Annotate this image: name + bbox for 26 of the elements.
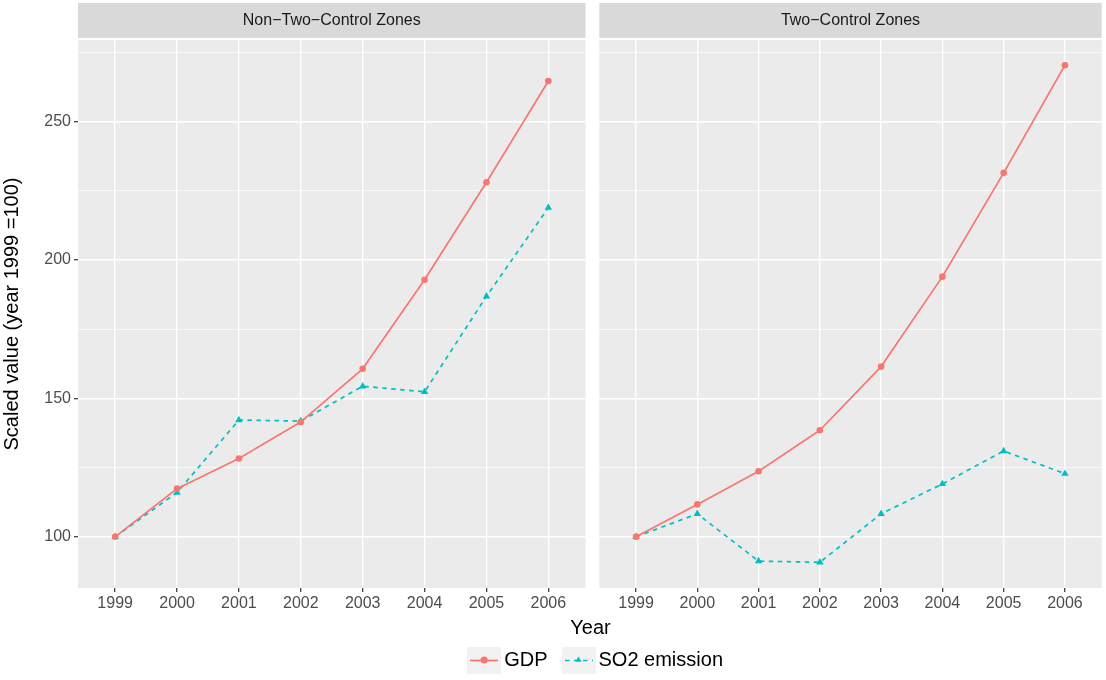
legend-label: SO2 emission (598, 647, 724, 670)
chart-title: Non−Two−Control Zones (242, 10, 421, 28)
x-tick-label: 1999 (617, 594, 654, 612)
chart-title: Two−Control Zones (780, 10, 920, 28)
x-tick-label: 2002 (801, 594, 838, 612)
x-tick-label: 2001 (221, 594, 257, 612)
x-tick-label: 2003 (344, 594, 381, 612)
y-tick-label: 100 (44, 527, 72, 545)
x-axis-title: Year (569, 615, 612, 639)
x-tick-label: 2001 (740, 594, 776, 612)
x-tick-label: 2002 (283, 594, 319, 612)
x-tick-label: 2004 (406, 594, 443, 612)
legend-label: GDP (504, 647, 548, 670)
x-tick-label: 1999 (97, 594, 134, 612)
x-tick-label: 2004 (924, 594, 960, 612)
x-tick-label: 2000 (679, 594, 715, 612)
x-tick-label: 2000 (159, 594, 195, 612)
y-tick-label: 250 (44, 112, 72, 130)
x-tick-label: 2005 (985, 594, 1022, 612)
x-tick-label: 2006 (530, 594, 567, 612)
x-tick-label: 2006 (1046, 594, 1083, 612)
y-tick-label: 200 (44, 250, 72, 268)
y-tick-label: 150 (44, 388, 72, 406)
x-tick-label: 2005 (468, 594, 505, 612)
y-axis-title: Scaled value (year 1999 =100) (0, 177, 22, 451)
x-tick-label: 2003 (862, 594, 899, 612)
